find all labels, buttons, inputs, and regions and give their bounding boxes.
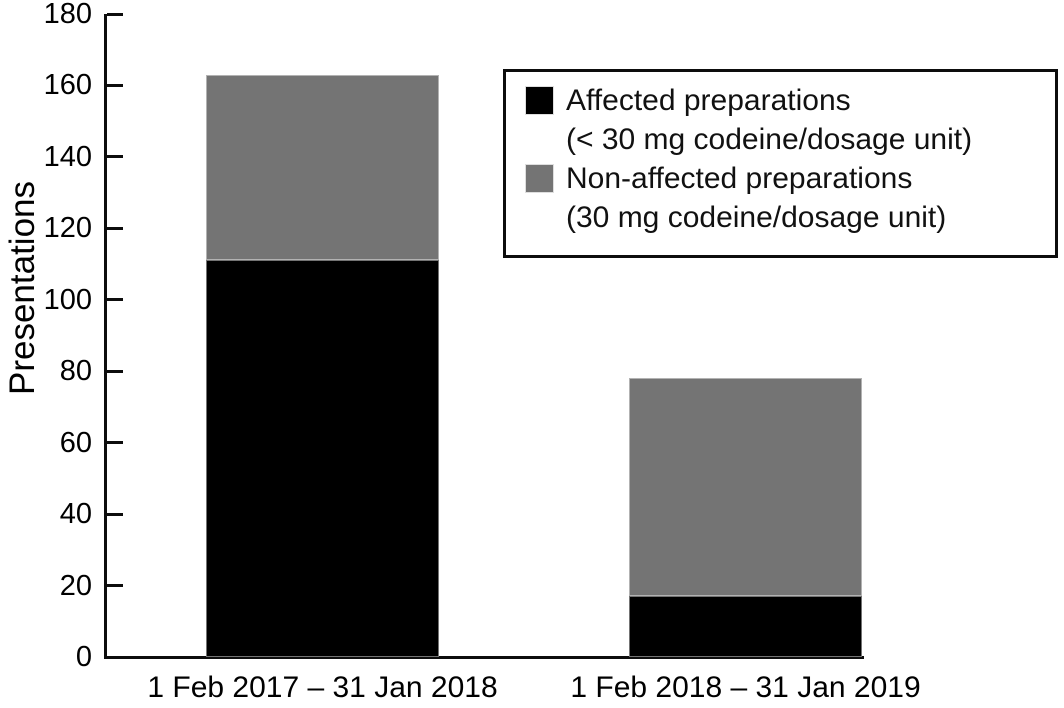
y-tick-mark [107,584,123,588]
legend-swatch-icon [526,87,553,114]
legend-swatch-icon [526,165,553,192]
y-tick-label: 0 [75,641,92,673]
bar-segment-affected [629,596,862,657]
y-tick-label: 160 [43,69,92,102]
y-tick-mark [107,441,123,445]
x-axis-line [104,656,864,659]
bar-segment-non-affected [206,74,439,261]
legend-label-qualifier: (< 30 mg codeine/dosage unit) [566,123,973,156]
y-tick-label: 60 [59,426,92,459]
y-tick-mark [107,226,123,230]
bar-segment-affected [206,260,439,657]
legend-entries: Affected preparations (< 30 mg codeine/do… [526,81,972,237]
legend-label-name: Non-affected preparations [566,162,913,195]
y-tick-mark [107,83,123,87]
legend-label: Non-affected preparations (30 mg codeine/… [566,159,946,237]
y-tick-mark [107,155,123,159]
x-tick-label: 1 Feb 2018 – 31 Jan 2019 [570,671,921,704]
y-tick-label: 20 [59,569,92,602]
y-tick-mark [107,298,123,302]
y-tick-label: 100 [43,283,92,316]
bar-segment-non-affected [629,378,862,597]
y-tick-mark [107,512,123,516]
y-axis-line [104,14,107,659]
legend: Affected preparations (< 30 mg codeine/do… [503,69,1058,258]
legend-entry: Non-affected preparations (30 mg codeine/… [526,159,972,237]
y-tick-label: 80 [59,355,92,388]
y-tick-mark [107,655,123,659]
x-tick-label: 1 Feb 2017 – 31 Jan 2018 [147,671,498,704]
y-tick-label: 40 [59,498,92,531]
legend-entry: Affected preparations (< 30 mg codeine/do… [526,81,972,159]
y-tick-mark [107,369,123,373]
legend-label-qualifier: (30 mg codeine/dosage unit) [566,201,947,234]
legend-label-name: Affected preparations [566,84,851,117]
y-tick-label: 180 [43,0,92,30]
y-tick-mark [107,12,123,16]
y-tick-label: 140 [43,140,92,173]
y-tick-label: 120 [43,212,92,245]
legend-label: Affected preparations (< 30 mg codeine/do… [566,81,972,159]
